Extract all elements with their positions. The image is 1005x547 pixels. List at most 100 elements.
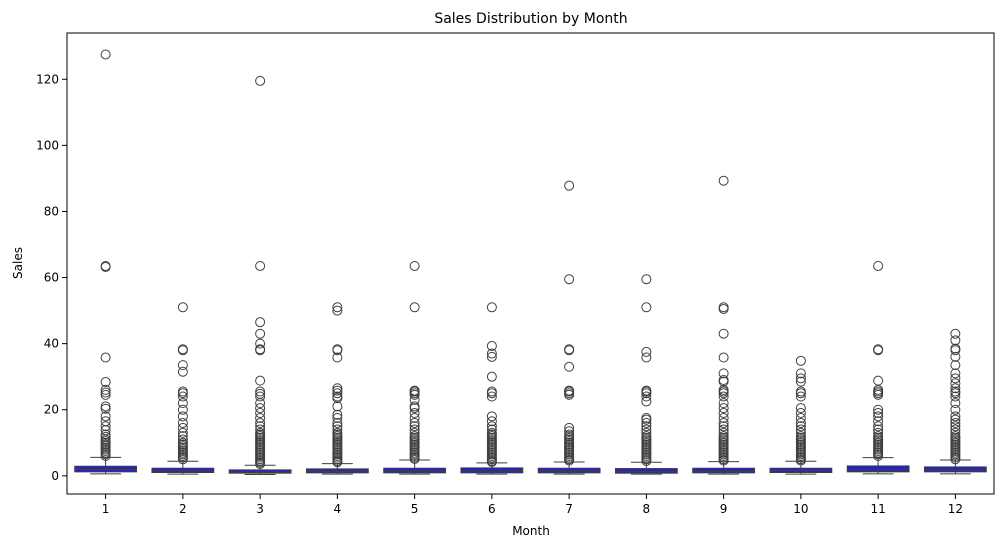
outlier-point — [795, 403, 806, 414]
outlier-point — [795, 417, 806, 428]
outlier-point — [177, 434, 188, 445]
x-tick-label: 4 — [334, 502, 342, 516]
outlier-point — [641, 274, 652, 285]
outlier-point — [177, 427, 188, 438]
outlier-point — [177, 417, 188, 428]
box-month-4 — [305, 302, 369, 475]
y-tick-label: 120 — [36, 72, 59, 86]
outlier-point — [564, 422, 575, 433]
outlier-point — [718, 398, 729, 409]
y-tick-label: 100 — [36, 138, 59, 152]
y-tick-label: 80 — [44, 204, 59, 218]
outlier-point — [177, 422, 188, 433]
iqr-box — [846, 465, 910, 473]
outlier-point — [641, 346, 652, 357]
outlier-point — [950, 427, 961, 438]
outlier-point — [177, 302, 188, 313]
outlier-point — [564, 361, 575, 372]
outlier-point — [718, 412, 729, 423]
outlier-point — [177, 388, 188, 399]
outlier-point — [950, 335, 961, 346]
outlier-point — [486, 391, 497, 402]
outlier-point — [950, 351, 961, 362]
outlier-point — [100, 387, 111, 398]
outlier-point — [564, 274, 575, 285]
outlier-point — [409, 424, 420, 435]
outlier-point — [255, 260, 266, 271]
outlier-point — [486, 388, 497, 399]
box-month-7 — [537, 180, 601, 475]
y-tick-label: 40 — [44, 337, 59, 351]
x-tick-label: 10 — [793, 502, 808, 516]
y-tick-label: 60 — [44, 271, 59, 285]
outlier-point — [255, 338, 266, 349]
outlier-point — [795, 424, 806, 435]
outlier-point — [564, 180, 575, 191]
outlier-point — [641, 427, 652, 438]
outlier-point — [950, 388, 961, 399]
outlier-point — [795, 427, 806, 438]
outlier-point — [795, 368, 806, 379]
outlier-point — [177, 360, 188, 371]
outlier-point — [100, 376, 111, 387]
outlier-point — [332, 457, 343, 468]
outlier-point — [718, 421, 729, 432]
outlier-point — [409, 302, 420, 313]
outlier-point — [950, 345, 961, 356]
x-tick-label: 5 — [411, 502, 419, 516]
outlier-point — [332, 385, 343, 396]
x-tick-label: 8 — [643, 502, 651, 516]
x-tick-label: 2 — [179, 502, 187, 516]
outlier-point — [409, 403, 420, 414]
outlier-point — [641, 424, 652, 435]
outlier-point — [486, 348, 497, 359]
outlier-point — [718, 427, 729, 438]
outlier-point — [100, 450, 111, 461]
outlier-point — [100, 384, 111, 395]
outlier-point — [177, 404, 188, 415]
outlier-point — [950, 360, 961, 371]
outlier-point — [718, 328, 729, 339]
outlier-point — [795, 355, 806, 366]
outlier-point — [795, 388, 806, 399]
box-month-2 — [151, 302, 215, 475]
outlier-point — [641, 391, 652, 402]
outlier-point — [177, 391, 188, 402]
outlier-point — [950, 421, 961, 432]
outlier-point — [255, 345, 266, 356]
outlier-point — [873, 389, 884, 400]
outlier-point — [332, 424, 343, 435]
box-month-11 — [846, 260, 910, 475]
outlier-point — [332, 383, 343, 394]
outlier-point — [100, 261, 111, 272]
outlier-point — [409, 421, 420, 432]
outlier-point — [486, 416, 497, 427]
box-month-3 — [228, 75, 292, 476]
outlier-point — [177, 366, 188, 377]
outlier-point — [177, 345, 188, 356]
outlier-point — [486, 421, 497, 432]
outlier-point — [950, 454, 961, 465]
outlier-point — [332, 412, 343, 423]
outlier-point — [873, 427, 884, 438]
outlier-point — [486, 340, 497, 351]
box-month-6 — [460, 302, 524, 475]
outlier-point — [409, 408, 420, 419]
outlier-point — [950, 383, 961, 394]
x-tick-label: 3 — [256, 502, 264, 516]
x-tick-label: 12 — [948, 502, 963, 516]
outlier-point — [795, 412, 806, 423]
outlier-point — [255, 403, 266, 414]
outlier-point — [641, 421, 652, 432]
outlier-point — [641, 417, 652, 428]
box-month-12 — [923, 328, 987, 475]
outlier-point — [873, 408, 884, 419]
box-month-5 — [383, 260, 447, 475]
outlier-point — [795, 455, 806, 466]
outlier-point — [332, 417, 343, 428]
outlier-point — [873, 345, 884, 356]
x-tick-label: 9 — [720, 502, 728, 516]
outlier-point — [255, 421, 266, 432]
outlier-point — [795, 408, 806, 419]
